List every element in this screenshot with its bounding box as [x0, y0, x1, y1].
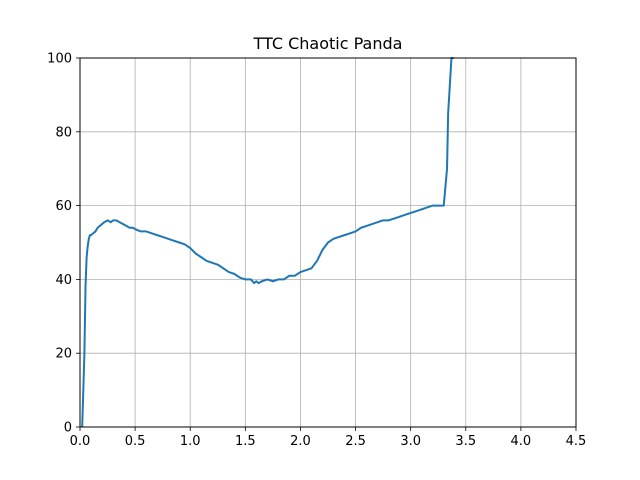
x-tick-label: 4.5	[566, 434, 587, 449]
y-tick-label: 60	[55, 199, 72, 214]
chart-title: TTC Chaotic Panda	[253, 34, 403, 53]
x-tick-label: 0.5	[125, 434, 146, 449]
x-axis: 0.0 0.5 1.0 1.5 2.0 2.5 3.0 3.5 4.0 4.5	[70, 427, 587, 449]
y-tick-label: 100	[47, 52, 72, 67]
x-tick-label: 0.0	[70, 434, 91, 449]
y-tick-label: 80	[55, 125, 72, 140]
x-tick-label: 2.5	[345, 434, 366, 449]
x-tick-label: 2.0	[290, 434, 311, 449]
series-line-0	[81, 57, 454, 428]
x-tick-label: 4.0	[511, 434, 532, 449]
x-tick-label: 3.0	[400, 434, 421, 449]
plot-area-frame	[79, 57, 577, 428]
series-layer	[81, 57, 454, 428]
x-tick-label: 1.5	[235, 434, 256, 449]
x-tick-label: 1.0	[180, 434, 201, 449]
y-axis: 0 20 40 60 80 100	[47, 52, 80, 436]
y-tick-label: 20	[55, 347, 72, 362]
x-tick-label: 3.5	[455, 434, 476, 449]
y-tick-label: 0	[64, 421, 72, 436]
y-tick-label: 40	[55, 273, 72, 288]
